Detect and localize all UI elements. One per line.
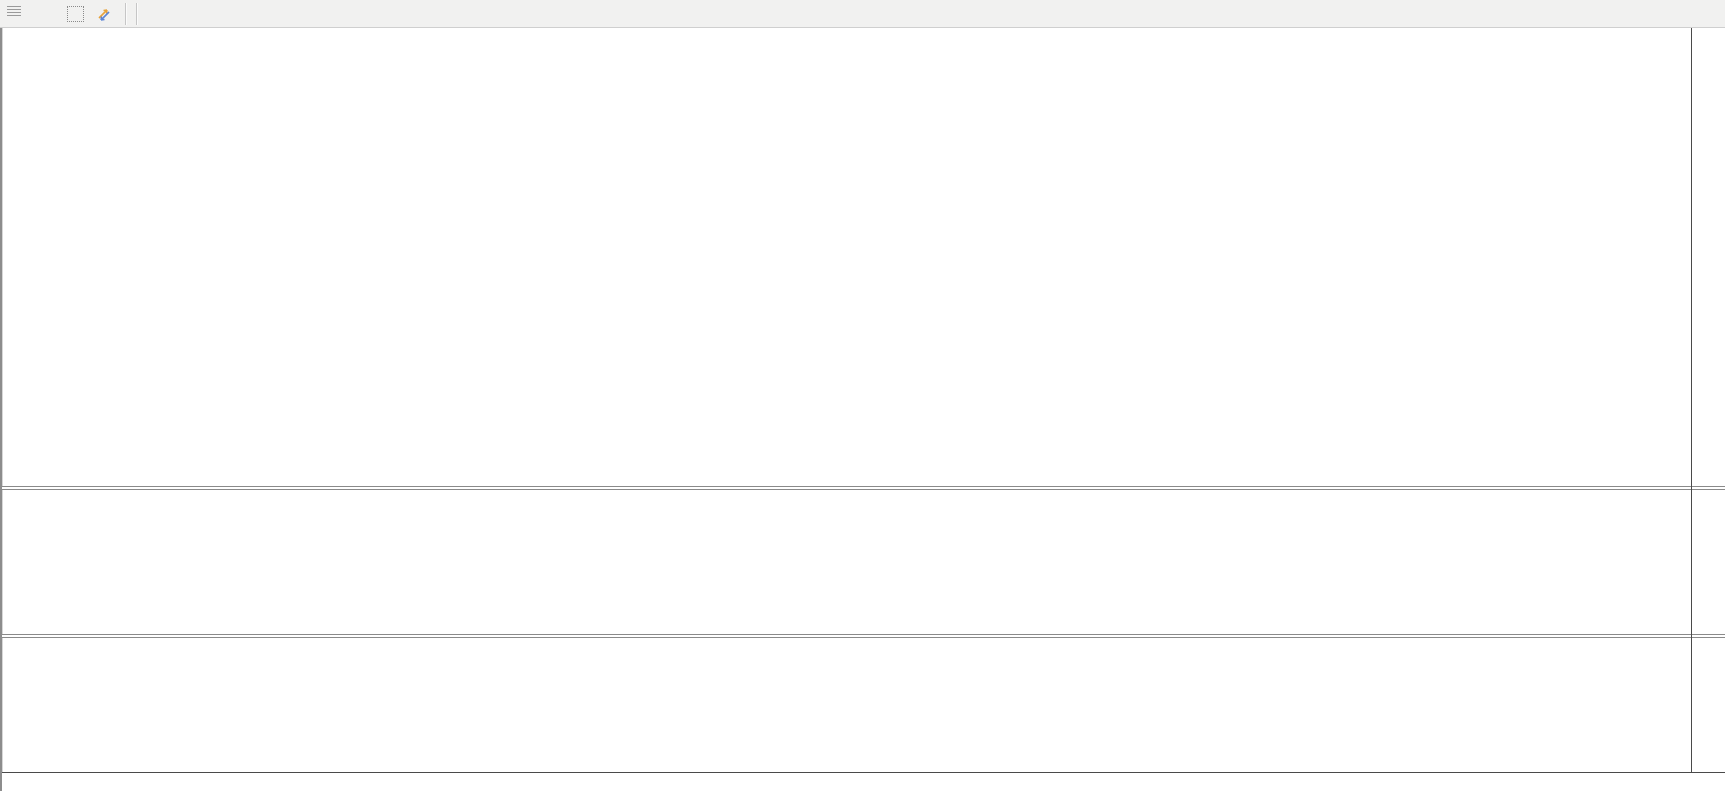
time-axis[interactable]	[2, 772, 1725, 792]
panel-separator[interactable]	[2, 486, 1725, 490]
grid-f-icon[interactable]	[1, 2, 29, 25]
toolbar-separator	[136, 2, 137, 25]
cycle-arrows-icon[interactable]	[91, 2, 119, 25]
diagonal-arrows-icon	[97, 8, 110, 21]
text-box-icon[interactable]	[61, 2, 89, 25]
chart-title	[11, 32, 15, 46]
macd-panel[interactable]	[2, 488, 1725, 634]
toolbar-separator	[125, 2, 126, 25]
price-axis-line	[1691, 28, 1692, 772]
chart-window[interactable]	[0, 28, 1725, 792]
toolbar	[0, 0, 1725, 28]
main-price-chart[interactable]	[2, 28, 1725, 486]
text-label-icon[interactable]	[31, 2, 59, 25]
rsi-panel[interactable]	[2, 636, 1725, 771]
panel-separator[interactable]	[2, 634, 1725, 638]
